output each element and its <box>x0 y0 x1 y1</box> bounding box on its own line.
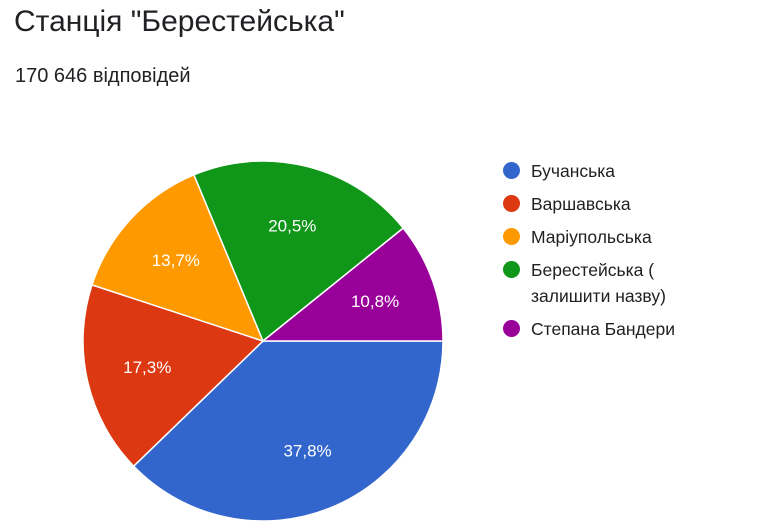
legend-swatch <box>503 261 520 278</box>
pie-slice[interactable] <box>260 227 444 342</box>
chart-title: Станція "Берестейська" <box>14 5 345 38</box>
legend-item-stepana-bandery[interactable]: Степана Бандери <box>503 316 753 342</box>
pie-slice[interactable] <box>192 160 405 343</box>
pie-slice[interactable] <box>82 283 265 468</box>
slice-percent-label: 10,8% <box>351 292 399 311</box>
legend-item-varshavska[interactable]: Варшавська <box>503 191 753 217</box>
legend-item-mariupolska[interactable]: Маріупольська <box>503 224 753 250</box>
slice-percent-label: 17,3% <box>123 358 171 377</box>
legend: Бучанська Варшавська Маріупольська Берес… <box>503 158 753 349</box>
legend-label: Бучанська <box>531 161 616 181</box>
legend-item-buchanska[interactable]: Бучанська <box>503 158 753 184</box>
legend-swatch <box>503 320 520 337</box>
response-count: 170 646 відповідей <box>15 65 191 87</box>
legend-swatch <box>503 162 520 179</box>
pie-slice[interactable] <box>132 340 444 522</box>
pie-slice-labels: 37,8% 17,3% 13,7% 20,5% 10,8% <box>123 216 399 460</box>
pie-slice[interactable] <box>91 173 265 343</box>
legend-swatch <box>503 228 520 245</box>
legend-label: Степана Бандери <box>531 319 675 339</box>
slice-percent-label: 20,5% <box>268 216 316 235</box>
legend-item-berestejska[interactable]: Берестейська ( залишити назву) <box>503 257 753 309</box>
pie-slices <box>82 160 444 522</box>
legend-label: Берестейська ( залишити назву) <box>531 260 666 306</box>
legend-label: Маріупольська <box>531 227 652 247</box>
legend-label: Варшавська <box>531 194 631 214</box>
slice-percent-label: 13,7% <box>152 251 200 270</box>
slice-percent-label: 37,8% <box>283 442 331 461</box>
legend-swatch <box>503 195 520 212</box>
